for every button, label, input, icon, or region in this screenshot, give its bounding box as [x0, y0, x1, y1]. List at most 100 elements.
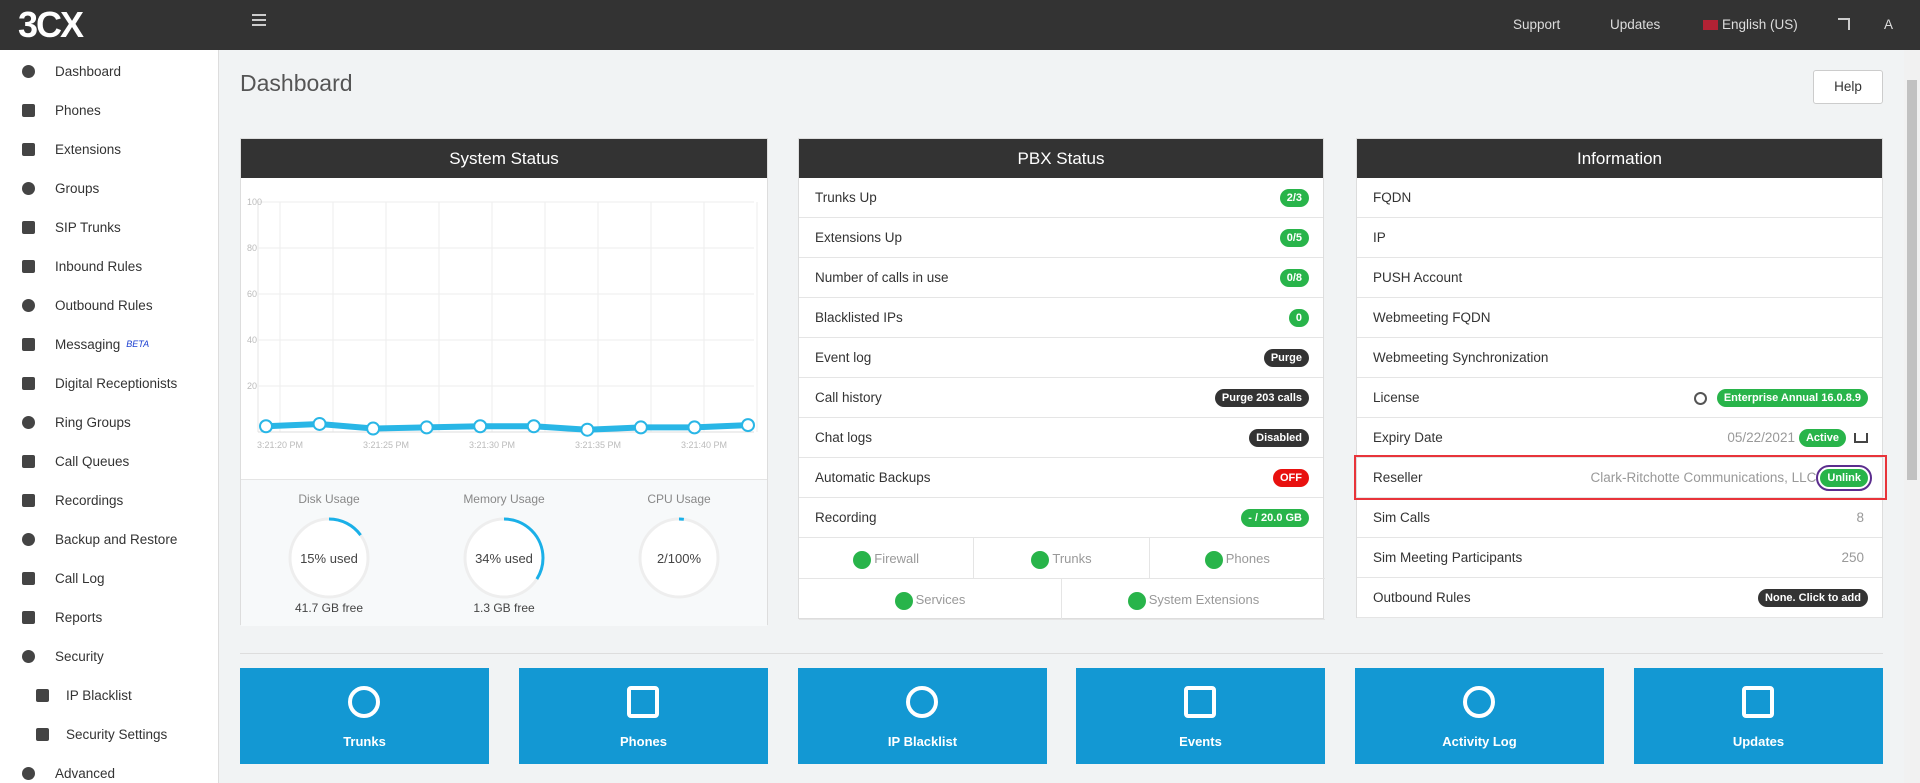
badge[interactable]: Enterprise Annual 16.0.8.9	[1716, 389, 1868, 408]
check-cell: Phones	[1149, 538, 1325, 579]
row-label: Expiry Date	[1373, 430, 1443, 445]
gauge-arc	[288, 517, 370, 599]
nav-item[interactable]: Digital Receptionists	[55, 376, 178, 391]
fullscreen-icon[interactable]	[1838, 18, 1850, 30]
badge[interactable]: 2/3	[1279, 189, 1309, 208]
nav-item[interactable]: SIP Trunks	[55, 220, 121, 235]
badge[interactable]: OFF	[1273, 469, 1309, 488]
nav-icon	[22, 650, 35, 663]
tile-label: Phones	[620, 734, 667, 749]
refresh-icon[interactable]	[1693, 391, 1707, 405]
tile[interactable]: Phones	[519, 668, 768, 764]
tile[interactable]: Events	[1076, 668, 1325, 764]
row-right: 250	[1841, 538, 1868, 578]
tile-icon	[627, 686, 659, 718]
tile-label: IP Blacklist	[887, 734, 958, 749]
nav-icon	[22, 377, 35, 390]
badge[interactable]: Purge 203 calls	[1214, 389, 1309, 408]
help-button[interactable]: Help	[1813, 70, 1883, 104]
badge[interactable]: Disabled	[1249, 429, 1309, 448]
badge[interactable]: Unlink	[1816, 465, 1872, 492]
row-value: 250	[1841, 550, 1864, 565]
check-label: Services	[915, 592, 966, 607]
gauge-arc	[638, 517, 720, 599]
point	[259, 419, 273, 434]
tile[interactable]: Activity Log	[1355, 668, 1604, 764]
tile[interactable]: IP Blacklist	[798, 668, 1047, 764]
scroll-thumb	[1907, 80, 1917, 480]
y-tick-label: 80	[247, 243, 257, 253]
badge[interactable]: 0/8	[1279, 269, 1309, 288]
nav-item[interactable]: Outbound Rules	[55, 298, 153, 313]
top-menu[interactable]: Support	[1513, 17, 1561, 32]
point	[741, 418, 755, 433]
row-label: Call history	[815, 390, 882, 405]
scrollbar	[1904, 50, 1920, 783]
status-row: Sim Meeting Participants 250	[1357, 538, 1882, 578]
nav-item[interactable]: Security	[55, 649, 104, 664]
tile[interactable]: Trunks	[240, 668, 489, 764]
status-row: Webmeeting Synchronization	[1357, 338, 1882, 378]
top-menu[interactable]: English (US)	[1722, 17, 1798, 32]
nav-item[interactable]: Recordings	[55, 493, 124, 508]
row-label: Outbound Rules	[1373, 590, 1471, 605]
badge[interactable]: None. Click to add	[1758, 589, 1868, 608]
badge[interactable]: - / 20.0 GB	[1241, 509, 1309, 528]
point	[473, 419, 488, 434]
nav-item[interactable]: Advanced	[55, 766, 116, 781]
nav-item[interactable]: Backup and Restore	[55, 532, 178, 547]
nav-item[interactable]: Extensions	[55, 142, 122, 157]
gauges: Disk Usage 15% used 41.7 GB free Memory Usa…	[288, 492, 720, 615]
nav-item[interactable]: IP Blacklist	[66, 688, 132, 703]
nav-icon	[22, 182, 35, 195]
nav-item[interactable]: Phones	[55, 103, 101, 118]
series-line	[265, 420, 749, 433]
tile-icon	[1463, 686, 1495, 718]
check-label: Trunks	[1052, 551, 1092, 566]
row-right: Purge	[1263, 338, 1309, 378]
nav-item[interactable]: Security Settings	[66, 727, 168, 742]
menu-toggle[interactable]	[252, 14, 266, 26]
badge[interactable]: Purge	[1263, 349, 1309, 368]
badge[interactable]: 0/5	[1279, 229, 1309, 248]
check-label: System Extensions	[1148, 592, 1260, 607]
nav-item[interactable]: Inbound Rules	[55, 259, 143, 274]
logo[interactable]: 3CX	[18, 4, 84, 45]
check-icon	[1204, 550, 1223, 569]
nav-item[interactable]: Call Log	[55, 571, 105, 586]
tile[interactable]: Updates	[1634, 668, 1883, 764]
user-menu[interactable]: A	[1884, 17, 1894, 32]
nav-item[interactable]: Call Queues	[55, 454, 130, 469]
gauge-value: 34% used	[475, 551, 533, 566]
cart-icon[interactable]	[1854, 433, 1868, 444]
row-label: Event log	[815, 350, 872, 365]
x-tick-label: 3:21:30 PM	[469, 440, 515, 450]
status-row: Recording - / 20.0 GB	[799, 498, 1323, 538]
top-menu[interactable]: Updates	[1610, 17, 1661, 32]
nav-item[interactable]: Messaging BETA	[55, 337, 150, 352]
point	[526, 419, 541, 434]
nav-item[interactable]: Ring Groups	[55, 415, 131, 430]
point	[687, 420, 702, 435]
status-row: Sim Calls 8	[1357, 498, 1882, 538]
nav-item[interactable]: Reports	[55, 610, 103, 625]
row-right: Purge 203 calls	[1214, 378, 1309, 418]
flag	[1703, 20, 1718, 30]
nav-item[interactable]: Dashboard	[55, 64, 122, 79]
badge[interactable]: Active	[1798, 429, 1846, 448]
nav-item[interactable]: Groups	[55, 181, 100, 196]
gauge-value: 2/100%	[657, 551, 702, 566]
x-tick-label: 3:21:25 PM	[363, 440, 409, 450]
panel: System Status 20 40 60 80 100 3:21:20 PM 3:21:2…	[240, 138, 768, 626]
status-row: Expiry Date 05/22/2021 Active	[1357, 418, 1882, 458]
row-label: Webmeeting FQDN	[1373, 310, 1491, 325]
row-right: Clark-Ritchotte Communications, LLC Unlin…	[1591, 458, 1872, 498]
panel-header: System Status	[241, 139, 767, 178]
page-title: Dashboard	[240, 70, 353, 96]
tile-label: Trunks	[343, 734, 386, 749]
status-row: Reseller Clark-Ritchotte Communications, …	[1354, 455, 1887, 500]
panel-header: Information	[1357, 139, 1882, 178]
gauge-arc	[463, 517, 545, 599]
badge[interactable]: 0	[1288, 309, 1309, 328]
